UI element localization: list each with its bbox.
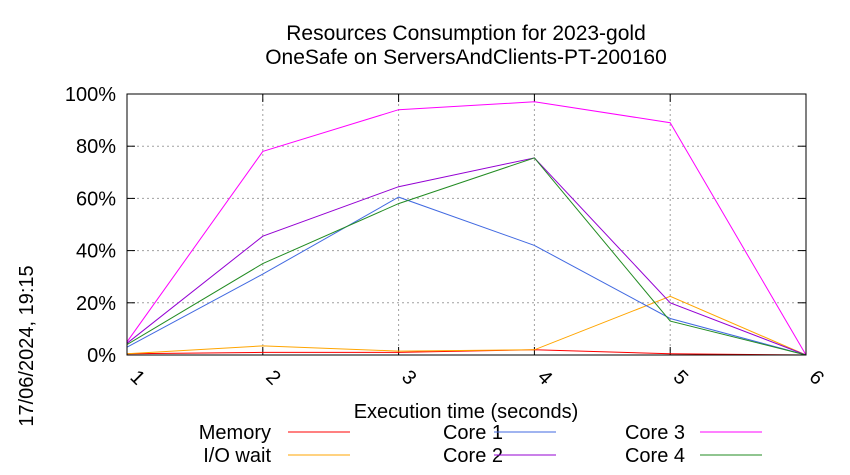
series-line-core-3 <box>126 101 807 356</box>
series-lines <box>126 101 807 356</box>
series-line-memory <box>126 349 807 356</box>
y-tick-label: 80% <box>76 136 116 158</box>
x-tick-label: 2 <box>261 366 284 389</box>
legend-label-memory: Memory <box>199 422 271 444</box>
y-tick-label: 0% <box>87 345 116 367</box>
y-tick-label: 40% <box>76 241 116 263</box>
legend-label-core-2: Core 2 <box>443 445 503 467</box>
x-axis-label: Execution time (seconds) <box>354 401 579 423</box>
x-axis-ticks: 1 2 3 4 5 6 <box>126 94 828 389</box>
series-line-core-4 <box>126 157 807 356</box>
series-line-core-2 <box>126 157 807 356</box>
legend-label-i-o-wait: I/O wait <box>203 445 271 467</box>
x-tick-label: 4 <box>533 366 556 389</box>
series-line-i-o-wait <box>126 295 807 356</box>
series-line-core-1 <box>126 196 807 356</box>
y-tick-label: 100% <box>65 84 116 106</box>
chart-title: Resources Consumption for 2023-gold <box>286 22 646 45</box>
y-tick-label: 20% <box>76 293 116 315</box>
legend-label-core-4: Core 4 <box>625 445 685 467</box>
legend-label-core-1: Core 1 <box>443 422 503 444</box>
chart-subtitle: OneSafe on ServersAndClients-PT-200160 <box>265 46 667 69</box>
x-tick-label: 6 <box>805 366 828 389</box>
y-tick-label: 60% <box>76 188 116 210</box>
x-tick-label: 3 <box>397 366 420 389</box>
x-tick-label: 1 <box>126 366 149 389</box>
plot-frame <box>126 93 807 356</box>
legend-label-core-3: Core 3 <box>625 422 685 444</box>
timestamp-label: 17/06/2024, 19:15 <box>16 265 38 426</box>
x-tick-label: 5 <box>669 366 692 389</box>
y-axis-ticks: 0% 20% 40% 60% 80% 100% <box>65 84 806 367</box>
